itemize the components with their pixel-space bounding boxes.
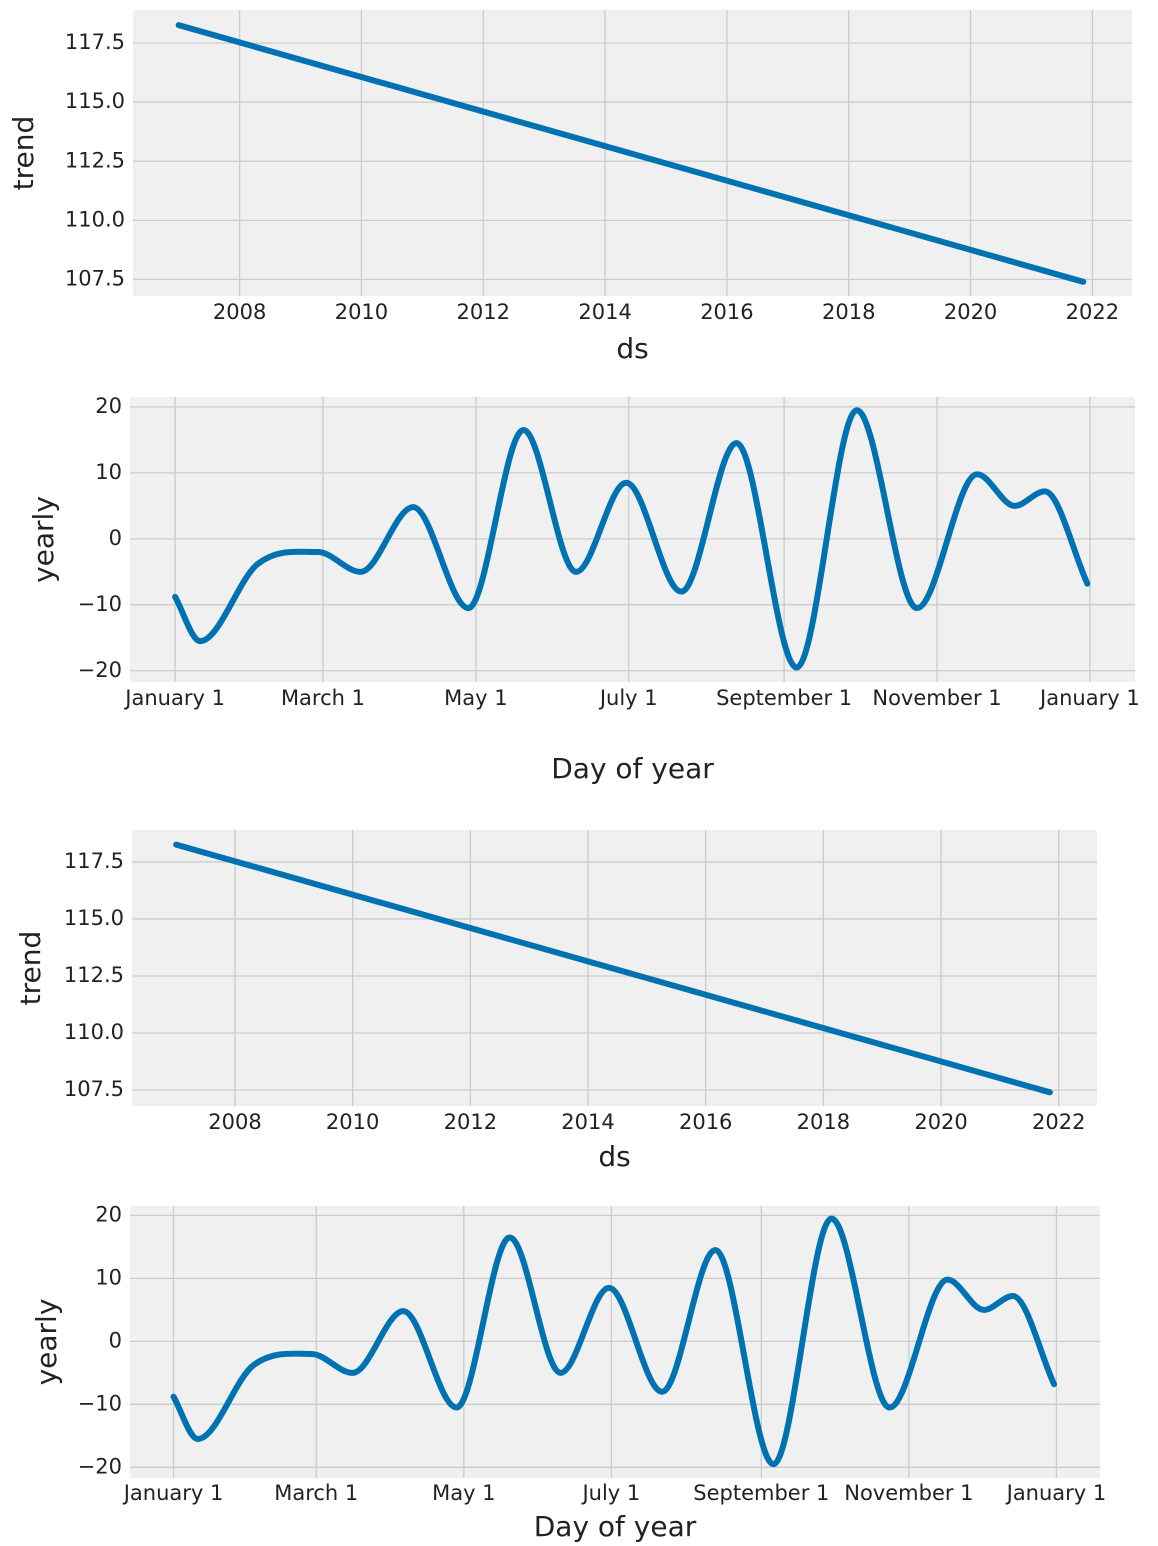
x-tick-label: 2010: [335, 300, 388, 324]
x-axis-label: Day of year: [551, 752, 714, 785]
x-tick-label: January 1: [122, 1481, 224, 1505]
y-axis-label: trend: [7, 116, 40, 191]
data-line: [175, 22, 1087, 285]
subplot: −20 −10 0 10 20 January 1 March 1 May 1 July 1 Se…: [27, 394, 1140, 785]
y-tick-label: 10: [95, 460, 122, 484]
y-tick-label: 0: [109, 1328, 122, 1352]
y-tick-label: −10: [78, 592, 122, 616]
y-tick-label: 112.5: [65, 148, 125, 172]
x-axis-label: ds: [616, 332, 648, 365]
y-tick-label: 115.0: [65, 89, 125, 113]
x-tick-label: 2012: [444, 1110, 497, 1134]
x-tick-label: 2022: [1066, 300, 1119, 324]
plot-area: [130, 397, 1135, 682]
x-tick-label: May 1: [444, 686, 507, 710]
y-tick-label: −20: [78, 658, 122, 682]
x-tick-label: 2018: [822, 300, 875, 324]
y-tick-label: 107.5: [64, 1077, 124, 1101]
x-tick-label: November 1: [844, 1481, 973, 1505]
x-tick-label: 2012: [457, 300, 510, 324]
y-axis-label: trend: [14, 931, 47, 1006]
x-tick-label: September 1: [693, 1481, 829, 1505]
y-tick-label: 117.5: [64, 849, 124, 873]
y-tick-label: 112.5: [64, 963, 124, 987]
x-tick-label: September 1: [716, 686, 852, 710]
x-tick-label: 2022: [1032, 1110, 1085, 1134]
subplot: 107.5 110.0 112.5 115.0 117.5 2008 2010 2012 201…: [14, 830, 1097, 1173]
x-tick-label: July 1: [580, 1481, 640, 1505]
y-axis-label: yearly: [27, 496, 60, 583]
x-tick-label: 2018: [797, 1110, 850, 1134]
x-axis-label: Day of year: [534, 1510, 697, 1543]
x-tick-label: 2016: [679, 1110, 732, 1134]
data-line: [170, 1215, 1058, 1468]
y-tick-label: 110.0: [65, 207, 125, 231]
x-tick-label: 2008: [213, 300, 266, 324]
x-tick-label: 2020: [944, 300, 997, 324]
x-tick-label: 2014: [578, 300, 631, 324]
x-axis-label: ds: [598, 1140, 630, 1173]
x-tick-label: July 1: [598, 686, 658, 710]
y-tick-label: 20: [95, 394, 122, 418]
y-tick-label: 110.0: [64, 1020, 124, 1044]
y-axis-label: yearly: [30, 1299, 63, 1386]
x-tick-label: March 1: [274, 1481, 358, 1505]
x-tick-label: May 1: [432, 1481, 495, 1505]
data-line: [172, 407, 1091, 671]
x-tick-label: 2010: [326, 1110, 379, 1134]
x-tick-label: November 1: [872, 686, 1001, 710]
x-tick-label: January 1: [123, 686, 225, 710]
y-tick-label: 10: [95, 1265, 122, 1289]
data-line: [173, 841, 1053, 1096]
y-tick-label: 20: [95, 1202, 122, 1226]
y-tick-label: −20: [78, 1454, 122, 1478]
x-tick-label: 2020: [914, 1110, 967, 1134]
subplot: −20 −10 0 10 20 January 1 March 1 May 1 July 1 Se…: [30, 1202, 1106, 1543]
x-tick-label: 2016: [700, 300, 753, 324]
y-tick-label: 117.5: [65, 30, 125, 54]
x-tick-label: January 1: [1038, 686, 1140, 710]
x-tick-label: January 1: [1005, 1481, 1107, 1505]
x-tick-label: 2014: [561, 1110, 614, 1134]
subplot: 107.5 110.0 112.5 115.0 117.5 2008 2010 2012 201…: [7, 10, 1132, 365]
y-tick-label: 115.0: [64, 906, 124, 930]
y-tick-label: 0: [109, 526, 122, 550]
y-tick-label: 107.5: [65, 266, 125, 290]
x-tick-label: March 1: [281, 686, 365, 710]
y-tick-label: −10: [78, 1391, 122, 1415]
x-tick-label: 2008: [208, 1110, 261, 1134]
